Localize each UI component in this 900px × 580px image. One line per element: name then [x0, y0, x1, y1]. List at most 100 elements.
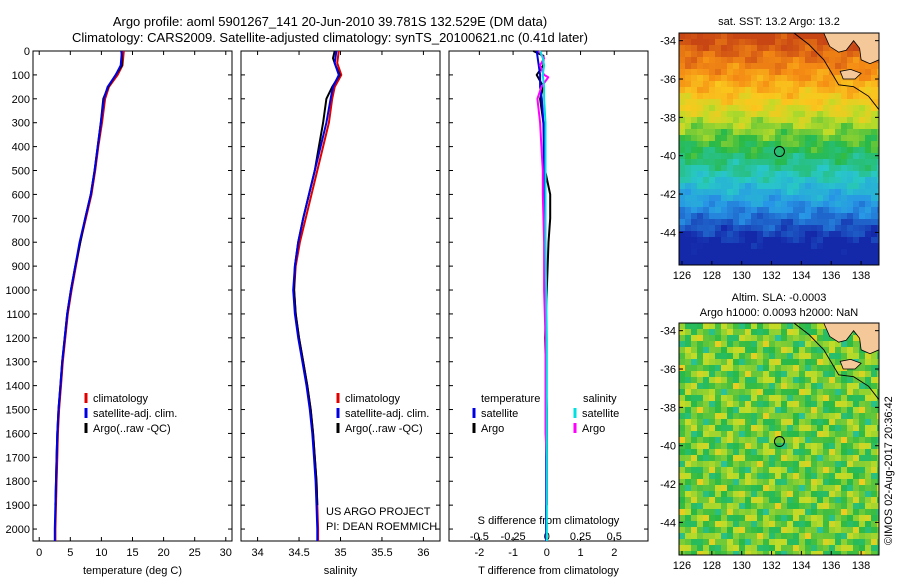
- sla-map-cell: [799, 413, 805, 419]
- sst-map-cell: [739, 249, 745, 255]
- sla-map-cell: [787, 479, 793, 485]
- sst-map-cell: [859, 213, 865, 219]
- sst-map-cell: [691, 165, 697, 171]
- sla-map-cell: [877, 515, 879, 521]
- sla-map-cell: [739, 401, 745, 407]
- sla-map-cell: [817, 479, 823, 485]
- sst-map-cell: [877, 207, 879, 213]
- sla-map-cell: [799, 467, 805, 473]
- sst-map-cell: [697, 189, 703, 195]
- sla-map-cell: [709, 407, 715, 413]
- sst-map-cell: [811, 231, 817, 237]
- sst-map-cell: [877, 81, 879, 87]
- temperature-ytick-label: 1900: [6, 500, 30, 512]
- sla-map-cell: [781, 329, 787, 335]
- sla-map-cell: [709, 389, 715, 395]
- sla-map-cell: [679, 473, 685, 479]
- sla-map-cell: [733, 515, 739, 521]
- diff-series-s-satellite: [539, 50, 548, 541]
- sst-map-cell: [811, 147, 817, 153]
- sla-map-cell: [835, 425, 841, 431]
- sla-map-cell: [793, 545, 799, 551]
- sla-map-cell: [763, 413, 769, 419]
- sst-map-cell: [853, 213, 859, 219]
- sla-map-cell: [727, 473, 733, 479]
- sst-map-cell: [847, 243, 853, 249]
- sst-map-cell: [859, 207, 865, 213]
- sla-map-cell: [853, 383, 859, 389]
- sla-map-cell: [811, 341, 817, 347]
- sla-map-cell: [739, 371, 745, 377]
- sst-map-cell: [775, 99, 781, 105]
- sla-map-cell: [811, 515, 817, 521]
- sst-map-cell: [727, 183, 733, 189]
- sst-map-cell: [865, 177, 871, 183]
- sst-map-cell: [829, 57, 835, 63]
- sla-map-cell: [763, 431, 769, 437]
- sla-map-cell: [793, 425, 799, 431]
- sla-map-cell: [817, 377, 823, 383]
- sla-map-cell: [685, 347, 691, 353]
- sst-map-cell: [763, 33, 769, 39]
- sla-map-cell: [805, 407, 811, 413]
- sla-map-cell: [685, 401, 691, 407]
- sst-map-cell: [877, 249, 879, 255]
- sst-map-cell: [679, 189, 685, 195]
- sst-map-cell: [751, 177, 757, 183]
- sst-map-cell: [757, 123, 763, 129]
- sst-map-cell: [781, 255, 787, 261]
- sla-map-cell: [775, 551, 781, 555]
- sla-map-cell: [715, 515, 721, 521]
- sla-map-cell: [709, 395, 715, 401]
- sst-map-cell: [793, 141, 799, 147]
- sst-map-cell: [829, 183, 835, 189]
- sst-map-cell: [679, 195, 685, 201]
- sla-map-cell: [853, 341, 859, 347]
- sla-map-cell: [775, 503, 781, 509]
- sla-map-cell: [781, 431, 787, 437]
- sst-map-cell: [799, 111, 805, 117]
- sla-map-cell: [709, 419, 715, 425]
- sla-map-cell: [799, 515, 805, 521]
- sla-map-cell: [775, 425, 781, 431]
- sst-map-cell: [685, 45, 691, 51]
- sst-map-cell: [781, 69, 787, 75]
- sst-map-cell: [727, 51, 733, 57]
- sla-map-cell: [823, 455, 829, 461]
- sst-map-cell: [715, 87, 721, 93]
- sst-map-cell: [829, 105, 835, 111]
- sst-map-cell: [853, 243, 859, 249]
- sst-map-cell: [769, 243, 775, 249]
- sla-map-cell: [823, 497, 829, 503]
- sst-map-cell: [679, 165, 685, 171]
- sla-map-cell: [745, 551, 751, 555]
- sst-map-cell: [805, 171, 811, 177]
- sla-map-cell: [763, 521, 769, 527]
- sst-map-ytick-label: -38: [660, 112, 676, 124]
- sla-map-cell: [745, 443, 751, 449]
- sst-map-cell: [739, 51, 745, 57]
- sst-map-cell: [871, 171, 877, 177]
- sst-map-cell: [715, 231, 721, 237]
- sst-map-cell: [763, 201, 769, 207]
- sst-map-cell: [691, 81, 697, 87]
- sla-map-cell: [871, 473, 877, 479]
- sla-map-cell: [679, 413, 685, 419]
- sla-map-cell: [859, 431, 865, 437]
- sst-map-cell: [823, 153, 829, 159]
- sla-map-cell: [745, 329, 751, 335]
- sst-map-cell: [835, 153, 841, 159]
- sla-map-cell: [835, 353, 841, 359]
- sst-map-cell: [739, 129, 745, 135]
- temperature-xtick-label: 0: [36, 547, 42, 559]
- sla-map-cell: [685, 341, 691, 347]
- sla-map-cell: [769, 365, 775, 371]
- sla-map-cell: [733, 509, 739, 515]
- sst-map-cell: [727, 231, 733, 237]
- sla-map-cell: [685, 497, 691, 503]
- sst-map-cell: [727, 213, 733, 219]
- sla-map-cell: [805, 497, 811, 503]
- sst-map-cell: [745, 99, 751, 105]
- sst-map-cell: [829, 213, 835, 219]
- sst-map-cell: [871, 63, 877, 69]
